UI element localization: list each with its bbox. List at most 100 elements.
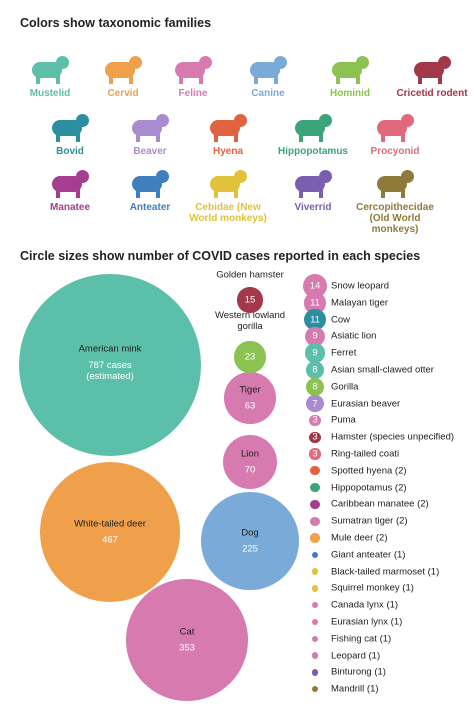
family-label: Procyonid <box>370 146 420 157</box>
animal-leg <box>319 133 323 142</box>
species-name: Snow leopard <box>331 280 390 292</box>
value-label: (1) <box>379 633 392 645</box>
animal-head <box>76 114 89 127</box>
species-label: Canada lynx (1) <box>331 600 398 611</box>
animal-body <box>132 176 162 192</box>
value-label: 3 <box>312 431 318 443</box>
value-label: 63 <box>244 400 256 412</box>
species-label: Ferret <box>331 348 356 359</box>
value-label: (2) <box>395 515 408 527</box>
bubble <box>222 434 278 490</box>
bubble <box>311 585 319 592</box>
species-label: Western lowland gorilla <box>214 310 286 333</box>
bubble <box>305 377 325 396</box>
animal-body <box>32 62 62 78</box>
animal-leg <box>214 189 218 198</box>
animal-leg <box>401 133 405 142</box>
chart-title: Circle sizes show number of COVID cases … <box>20 249 421 263</box>
family-label: Hyena <box>212 146 243 157</box>
species-label: Asian small-clawed otter <box>331 365 434 376</box>
animal-leg <box>36 75 40 84</box>
animal-head <box>401 170 414 183</box>
animal-body <box>52 176 82 192</box>
species-label: Ring-tailed coati <box>331 449 399 460</box>
bubble <box>39 461 180 602</box>
species-name: Hippopotamus <box>331 482 393 494</box>
family-label: Manatee <box>49 202 90 213</box>
species-name: Gorilla <box>331 381 359 393</box>
animal-leg <box>381 133 385 142</box>
bubble <box>311 669 319 676</box>
animal-body <box>332 62 362 78</box>
animal-leg <box>401 189 405 198</box>
bubble <box>309 448 321 460</box>
species-label: Cat <box>179 626 195 638</box>
species-label: Tiger <box>239 384 261 396</box>
animal-leg <box>199 75 203 84</box>
animal-head <box>234 170 247 183</box>
animal-leg <box>179 75 183 84</box>
value-label: (1) <box>390 616 403 628</box>
bubble <box>311 551 319 559</box>
species-label: Hamster (species unpecified) <box>331 432 454 443</box>
family-label: Hippopotamus <box>278 146 348 157</box>
value-label: (1) <box>386 599 399 611</box>
animal-leg <box>136 189 140 198</box>
species-name: Ferret <box>331 347 357 359</box>
species-label: Asiatic lion <box>331 331 376 342</box>
value-label: (1) <box>393 549 406 561</box>
bubble <box>237 287 263 313</box>
family-label: Canine <box>251 88 285 99</box>
animal-leg <box>129 75 133 84</box>
animal-leg <box>156 189 160 198</box>
animal-body <box>210 176 240 192</box>
species-label: Squirrel monkey (1) <box>331 583 414 594</box>
bubble <box>305 326 325 347</box>
animal-leg <box>76 189 80 198</box>
species-name: Fishing cat <box>331 633 377 645</box>
species-label: Cow <box>331 314 350 325</box>
bubble <box>224 372 276 424</box>
animal-leg <box>381 189 385 198</box>
value-label: (2) <box>417 498 429 510</box>
animal-leg <box>109 75 113 84</box>
animal-leg <box>56 189 60 198</box>
species-label: White-tailed deer <box>74 518 146 530</box>
species-label: Giant anteater (1) <box>331 549 405 560</box>
animal-body <box>105 62 135 78</box>
bubble <box>310 516 320 526</box>
animal-head <box>438 56 451 69</box>
animal-body <box>295 176 325 192</box>
animal-leg <box>136 133 140 142</box>
animal-body <box>210 120 240 136</box>
bubble <box>126 579 248 701</box>
family-label: Bovid <box>56 146 84 157</box>
animal-head <box>401 114 414 127</box>
bubble <box>311 601 319 609</box>
species-name: Eurasian beaver <box>331 398 401 410</box>
bubble <box>311 685 319 693</box>
species-name: Mule deer <box>331 532 374 544</box>
value-label: 3 <box>312 448 318 460</box>
species-label: American mink <box>78 343 142 355</box>
animal-body <box>132 120 162 136</box>
species-label: Golden hamster <box>216 269 284 281</box>
species-name: Binturong <box>331 666 372 678</box>
animal-body <box>250 62 280 78</box>
species-name: Hamster (species unpecified) <box>331 431 455 443</box>
species-name: Cow <box>331 314 351 326</box>
species-label: Spotted hyena (2) <box>331 465 407 476</box>
family-label: Beaver <box>133 146 167 157</box>
bubble <box>304 308 326 331</box>
animal-leg <box>56 133 60 142</box>
animal-body <box>377 176 407 192</box>
animal-head <box>56 56 69 69</box>
animal-head <box>156 170 169 183</box>
family-label: Hominid <box>330 88 370 99</box>
bubble <box>311 618 319 626</box>
bubble <box>305 343 325 363</box>
species-name: Puma <box>331 414 356 426</box>
animal-leg <box>274 75 278 84</box>
value-label: (2) <box>375 532 388 544</box>
